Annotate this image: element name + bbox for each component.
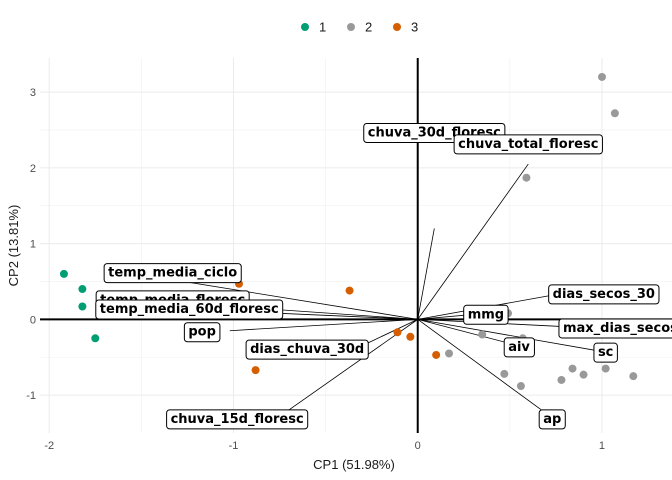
data-point (597, 72, 606, 81)
loading-label-text: temp_media_ciclo (108, 266, 237, 281)
loading-label-text: mmg (468, 307, 504, 322)
legend-swatch (301, 23, 309, 31)
data-point (579, 370, 588, 379)
loading-label-text: max_dias_secos (563, 321, 672, 336)
loading-label-box (463, 304, 509, 325)
loading-label-box (538, 409, 566, 430)
loading-label-box (558, 318, 672, 339)
loading-label-box (503, 337, 535, 358)
loading-label-box (245, 339, 369, 360)
loading-label: temp_media_ciclo (103, 263, 242, 284)
loading-label: sc (593, 342, 618, 363)
data-point (59, 269, 68, 278)
loading-label-box (95, 299, 284, 320)
data-point (393, 328, 402, 337)
loading-label-box (453, 134, 603, 155)
y-tick-label: 3 (30, 87, 36, 99)
y-axis-title: CP2 (13.81%) (6, 205, 21, 287)
y-tick-label: 2 (30, 163, 36, 175)
loading-arrow (417, 318, 601, 352)
legend-item: 2 (347, 20, 372, 35)
loading-label: temp_media_60d_floresc (95, 299, 284, 320)
data-point (78, 302, 87, 311)
y-tick-labels: -1 0 1 2 3 (26, 87, 36, 402)
y-tick-label: -1 (26, 390, 36, 402)
x-tick-label: -2 (44, 440, 54, 452)
loading-label: ap (538, 409, 566, 430)
loading-label: chuva_total_floresc (453, 134, 603, 155)
legend-label: 2 (365, 20, 372, 35)
data-point (251, 366, 260, 375)
data-point (610, 109, 619, 118)
loading-label-text: dias_chuva_30d (250, 342, 364, 357)
data-point (406, 332, 415, 341)
data-point (445, 349, 454, 358)
variable-labels: chuva_30d_florescchuva_total_floresctemp… (95, 122, 672, 430)
loading-arrow (417, 318, 520, 347)
legend-label: 3 (411, 20, 418, 35)
loading-label: mmg (463, 304, 509, 325)
loading-arrow (417, 163, 529, 320)
loading-label: dias_secos_30 (548, 284, 660, 305)
x-axis-title: CP1 (51.98%) (313, 457, 395, 472)
legend-swatch (347, 23, 355, 31)
loading-label: max_dias_secos (558, 318, 672, 339)
loading-label: aiv (503, 337, 535, 358)
loading-label: chuva_15d_floresc (166, 409, 309, 430)
data-point (478, 330, 487, 339)
loading-arrow (277, 319, 418, 419)
loading-label-text: temp_media_60d_floresc (100, 302, 279, 317)
data-point (345, 286, 354, 295)
loading-label-box (183, 322, 221, 343)
data-point (601, 364, 610, 373)
legend-swatch (393, 23, 401, 31)
loading-label-text: chuva_15d_floresc (171, 412, 304, 427)
x-tick-label: 1 (599, 440, 605, 452)
loading-label-box (548, 284, 660, 305)
data-point (91, 334, 100, 343)
loading-arrow (417, 319, 553, 419)
x-tick-label: -1 (229, 440, 239, 452)
loading-label-text: aiv (508, 340, 530, 355)
legend-item: 3 (393, 20, 418, 35)
y-tick-label: 0 (30, 314, 36, 326)
x-tick-label: 0 (415, 440, 421, 452)
loading-arrow (417, 228, 435, 320)
loading-label-text: pop (188, 325, 216, 340)
loading-label-text: chuva_total_floresc (458, 137, 598, 152)
x-tick-labels: -2 -1 0 1 (44, 440, 605, 452)
legend-label: 1 (319, 20, 326, 35)
data-point (78, 285, 87, 294)
y-tick-label: 1 (30, 239, 36, 251)
loading-label-box (166, 409, 309, 430)
data-point (432, 350, 441, 359)
data-point (500, 369, 509, 378)
loading-label-text: sc (598, 345, 613, 360)
loading-label-box (593, 342, 618, 363)
data-point (568, 364, 577, 373)
legend-item: 1 (301, 20, 326, 35)
loading-label-text: ap (543, 412, 561, 427)
legend: 1 2 3 (301, 20, 418, 35)
data-point (557, 375, 566, 384)
data-point (516, 382, 525, 391)
loading-label-box (103, 263, 242, 284)
loading-label: pop (183, 322, 221, 343)
loading-label: dias_chuva_30d (245, 339, 369, 360)
data-point (522, 173, 531, 182)
loading-arrow (229, 318, 418, 332)
loading-label-text: dias_secos_30 (553, 287, 655, 302)
data-point (629, 372, 638, 381)
